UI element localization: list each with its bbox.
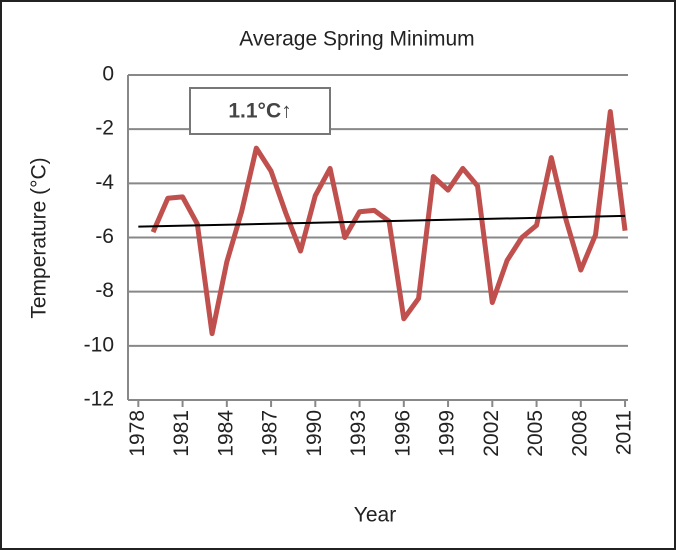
x-tick-label: 1978 — [126, 410, 149, 457]
x-tick-label: 2002 — [480, 410, 503, 457]
x-tick-label: 1981 — [170, 410, 193, 457]
annotation: 1.1°C↑ — [228, 100, 291, 123]
y-tick-label: 0 — [102, 63, 114, 86]
y-tick-label: -4 — [95, 171, 114, 194]
x-tick-label: 1999 — [436, 410, 459, 457]
x-tick-label: 1987 — [259, 410, 282, 457]
y-tick-label: -12 — [84, 388, 114, 411]
x-tick-label: 2008 — [568, 410, 591, 457]
annotation-box — [189, 87, 331, 135]
x-tick-label: 1984 — [214, 410, 237, 457]
trend-line — [138, 214, 626, 228]
y-tick-label: -2 — [95, 117, 114, 140]
x-tick-label: 2005 — [524, 410, 547, 457]
y-tick-label: -8 — [95, 279, 114, 302]
y-tick-label: -10 — [84, 333, 114, 356]
x-tick-label: 1990 — [303, 410, 326, 457]
y-axis-title: Temperature (°C) — [28, 157, 51, 318]
x-tick-label: 2011 — [613, 410, 636, 455]
x-tick-label: 1996 — [391, 410, 414, 457]
y-tick-label: -6 — [95, 225, 114, 248]
x-tick-label: 1993 — [347, 410, 370, 457]
x-axis-title: Year — [354, 504, 396, 527]
chart-title: Average Spring Minimum — [239, 28, 474, 51]
